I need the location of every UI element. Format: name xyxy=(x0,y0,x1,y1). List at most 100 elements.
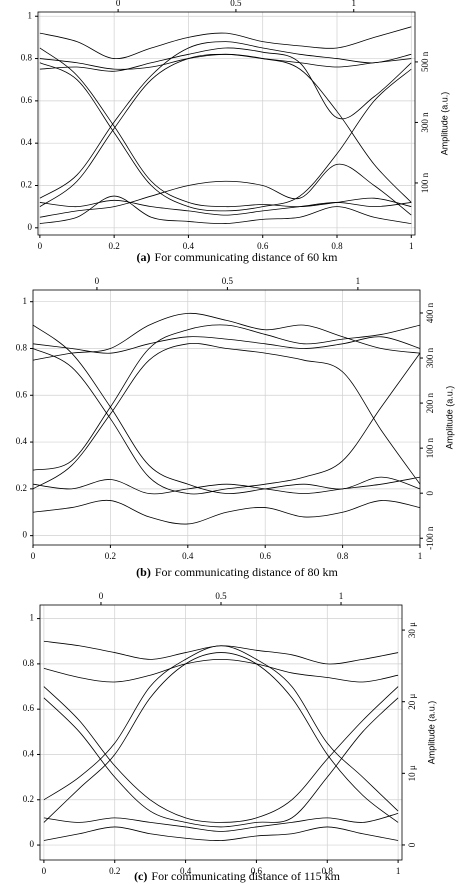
x2-tick-label: 0 xyxy=(95,276,100,286)
x-tick-label: 0.6 xyxy=(251,866,263,876)
x-tick-label: 0.4 xyxy=(182,551,194,561)
plot-frame xyxy=(39,604,403,861)
x2-tick-label: 0 xyxy=(99,591,104,601)
y2-tick-label: 500 n xyxy=(420,51,430,72)
x-tick-label: 0.6 xyxy=(257,241,269,251)
y-tick-label: 1 xyxy=(30,613,35,623)
x-tick-label: 0.2 xyxy=(105,551,116,561)
eye-trace xyxy=(39,62,412,212)
x2-tick-label: 0.5 xyxy=(222,276,234,286)
y-tick-label: 0.4 xyxy=(21,137,33,147)
eye-trace xyxy=(39,195,412,225)
eye-trace xyxy=(39,199,412,216)
caption-text: For communicating distance of 115 km xyxy=(151,869,340,883)
y-tick-label: 0.8 xyxy=(23,658,35,668)
y2-tick-label: -100 n xyxy=(425,526,435,550)
y-tick-label: 0 xyxy=(23,530,28,540)
eye-trace xyxy=(43,812,399,832)
caption: (b) For communicating distance of 80 km xyxy=(136,565,338,579)
eye-trace xyxy=(32,324,421,471)
y-tick-label: 0.2 xyxy=(23,794,34,804)
x-tick-label: 0 xyxy=(31,551,36,561)
x-tick-label: 1 xyxy=(409,241,414,251)
y2-tick-label: 0 xyxy=(425,490,435,495)
y2-tick-label: 0 xyxy=(407,842,417,847)
eye-trace xyxy=(32,336,421,354)
eye-trace xyxy=(43,686,399,823)
y-tick-label: 0.8 xyxy=(21,53,33,63)
y2-tick-label: 100 n xyxy=(425,438,435,459)
panel: 0 0.2 0.4 0.6 0.8 1 0 0.2 0.4 0.6 0.8 1 0 0.5 1 0 10 μ 20… xyxy=(23,591,437,883)
x-tick-label: 0 xyxy=(42,866,47,876)
y-tick-label: 0.6 xyxy=(16,389,28,399)
eye-trace xyxy=(32,312,421,361)
x-tick-label: 1 xyxy=(396,866,401,876)
y2-tick-label: 300 n xyxy=(420,112,430,133)
eye-trace xyxy=(43,826,399,841)
x-tick-label: 0.6 xyxy=(260,551,272,561)
eye-trace xyxy=(39,47,412,208)
y2-axis-label: Amplitude (a.u.) xyxy=(439,92,449,156)
y2-axis-label: Amplitude (a.u.) xyxy=(444,386,454,450)
eye-trace xyxy=(43,652,399,823)
caption: (c) For communicating distance of 115 km xyxy=(134,869,341,883)
eye-trace xyxy=(43,645,399,812)
x-tick-label: 0.4 xyxy=(183,241,195,251)
y-tick-label: 0.2 xyxy=(21,180,32,190)
eye-trace xyxy=(39,163,412,218)
y-tick-label: 0.8 xyxy=(16,343,28,353)
eye-trace xyxy=(32,342,421,490)
y-tick-label: 0.6 xyxy=(23,703,35,713)
x2-tick-label: 0 xyxy=(116,0,121,8)
y-tick-label: 0.4 xyxy=(23,749,35,759)
plot-frame xyxy=(32,289,421,546)
caption-text: For communicating distance of 80 km xyxy=(155,565,339,579)
caption-label: (b) xyxy=(136,565,151,579)
y2-tick-label: 30 μ xyxy=(407,622,417,638)
y2-tick-label: 400 n xyxy=(425,302,435,323)
x2-tick-label: 0.5 xyxy=(230,0,242,8)
y2-tick-label: 300 n xyxy=(425,347,435,368)
caption: (a) For communicating distance of 60 km xyxy=(137,250,339,264)
y2-tick-label: 10 μ xyxy=(407,765,417,781)
y-tick-label: 0.4 xyxy=(16,436,28,446)
x2-tick-label: 1 xyxy=(351,0,356,8)
eye-trace xyxy=(32,348,421,495)
x-tick-label: 0.8 xyxy=(322,866,334,876)
eye-trace xyxy=(39,53,412,207)
eye-trace xyxy=(39,47,412,120)
eye-trace xyxy=(43,640,399,665)
y-tick-label: 1 xyxy=(23,296,28,306)
x-tick-label: 0 xyxy=(38,241,43,251)
x-tick-label: 0.2 xyxy=(109,866,120,876)
x2-tick-label: 1 xyxy=(356,276,361,286)
x-tick-label: 0.8 xyxy=(331,241,343,251)
y2-tick-label: 20 μ xyxy=(407,693,417,709)
x2-tick-label: 1 xyxy=(339,591,344,601)
eye-trace xyxy=(32,324,421,495)
eye-trace xyxy=(43,697,399,828)
eye-trace xyxy=(32,499,421,525)
eye-trace xyxy=(39,53,412,70)
eye-trace xyxy=(32,476,421,495)
y2-axis-label: Amplitude (a.u.) xyxy=(426,701,436,765)
y-tick-label: 0.2 xyxy=(16,483,27,493)
caption-label: (a) xyxy=(137,250,151,264)
y2-tick-label: 100 n xyxy=(420,172,430,193)
x-tick-label: 0.2 xyxy=(109,241,120,251)
panel: 0 0.2 0.4 0.6 0.8 100.20.40.60.810 0.5 1-100 n0… xyxy=(16,276,455,579)
y-tick-label: 0 xyxy=(30,839,35,849)
eye-trace xyxy=(39,41,412,199)
y-tick-label: 0 xyxy=(28,222,33,232)
y-tick-label: 1 xyxy=(28,10,33,20)
y2-tick-label: 200 n xyxy=(425,392,435,413)
x-tick-label: 0.8 xyxy=(337,551,349,561)
x2-tick-label: 0.5 xyxy=(215,591,227,601)
caption-text: For communicating distance of 60 km xyxy=(155,250,339,264)
y-tick-label: 0.6 xyxy=(21,95,33,105)
x-tick-label: 0.4 xyxy=(180,866,192,876)
panel: 0 0.2 0.4 0.6 0.8 1 0 0.2 0.4 0.6 0.8 1 0 0.5 1 100 n 30… xyxy=(21,0,450,264)
x-tick-label: 1 xyxy=(418,551,423,561)
eye-trace xyxy=(39,26,412,59)
